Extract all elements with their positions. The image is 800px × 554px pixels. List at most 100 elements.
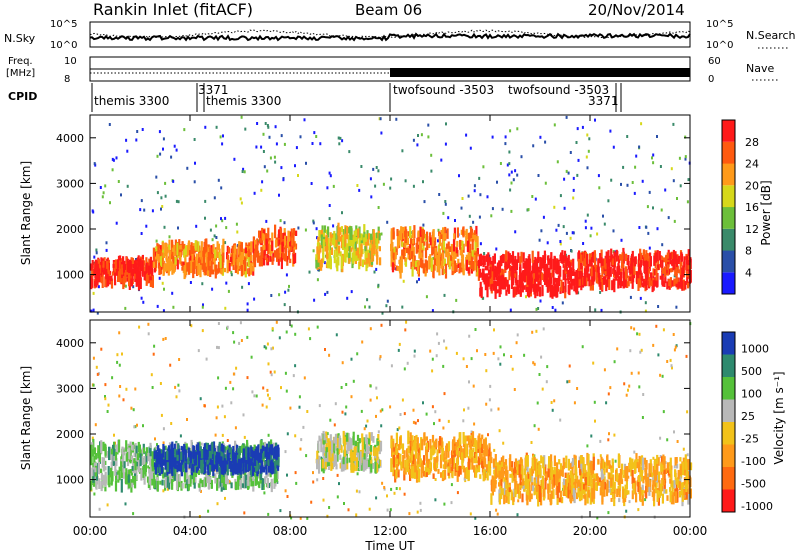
echo-cell: [451, 471, 454, 479]
scatter-cell: [313, 131, 316, 135]
echo-cell: [447, 241, 450, 249]
echo-cell: [560, 255, 563, 261]
echo-cell: [647, 268, 650, 274]
echo-cell: [537, 274, 540, 281]
echo-cell: [205, 471, 208, 482]
echo-cell: [524, 261, 527, 271]
echo-cell: [452, 239, 456, 252]
scatter-cell: [294, 364, 297, 368]
echo-cell: [396, 229, 399, 237]
scatter-cell: [307, 327, 310, 331]
echo-cell: [633, 262, 636, 275]
echo-cell: [455, 447, 459, 455]
scatter-cell: [422, 223, 425, 227]
echo-cell: [439, 454, 443, 469]
echo-cell: [171, 458, 174, 466]
echo-cell: [167, 244, 171, 250]
echo-cell: [138, 459, 141, 473]
scatter-cell: [463, 408, 465, 412]
echo-cell: [482, 268, 485, 283]
echo-cell: [168, 251, 171, 265]
echo-cell: [113, 269, 117, 281]
scatter-cell: [322, 498, 325, 502]
scatter-cell: [336, 495, 339, 499]
echo-cell: [556, 258, 559, 270]
scatter-cell: [554, 308, 557, 312]
echo-cell: [176, 259, 179, 270]
echo-cell: [416, 264, 420, 274]
scatter-cell: [312, 221, 315, 225]
echo-cell: [358, 438, 361, 444]
echo-cell: [130, 268, 133, 276]
scatter-cell: [326, 186, 329, 190]
echo-cell: [588, 259, 591, 267]
scatter-cell: [510, 489, 513, 493]
echo-cell: [114, 451, 118, 461]
echo-cell: [176, 454, 179, 461]
scatter-cell: [562, 225, 565, 229]
echo-cell: [135, 273, 138, 287]
echo-cell: [187, 457, 190, 465]
echo-cell: [591, 251, 595, 262]
echo-cell: [467, 267, 470, 274]
scatter-cell: [203, 404, 206, 408]
echo-cell: [390, 258, 394, 264]
scatter-cell: [447, 419, 450, 423]
echo-cell: [425, 463, 428, 469]
scatter-cell: [496, 180, 498, 184]
echo-cell: [376, 254, 379, 260]
scatter-cell: [594, 308, 597, 312]
scatter-cell: [427, 135, 430, 139]
echo-cell: [539, 269, 542, 279]
scatter-cell: [263, 165, 266, 169]
echo-cell: [442, 451, 445, 462]
scatter-cell: [145, 224, 148, 228]
echo-cell: [567, 278, 570, 284]
echo-cell: [658, 251, 661, 261]
echo-cell: [197, 258, 201, 264]
echo-cell: [157, 244, 160, 254]
echo-cell: [255, 244, 258, 258]
echo-cell: [601, 279, 604, 291]
scatter-cell: [468, 334, 471, 338]
scatter-cell: [610, 178, 613, 182]
scatter-cell: [175, 148, 178, 152]
scatter-cell: [303, 118, 306, 122]
scatter-cell: [380, 424, 383, 428]
echo-cell: [217, 470, 220, 475]
echo-cell: [122, 265, 126, 273]
echo-cell: [425, 472, 428, 477]
echo-cell: [473, 465, 476, 473]
echo-cell: [417, 230, 420, 238]
echo-cell: [468, 253, 471, 261]
scatter-cell: [116, 353, 119, 357]
echo-cell: [107, 466, 110, 479]
echo-cell: [333, 249, 336, 264]
scatter-cell: [273, 370, 276, 374]
echo-cell: [263, 229, 266, 235]
scatter-cell: [216, 502, 219, 506]
echo-cell: [393, 247, 396, 253]
echo-cell: [209, 266, 212, 277]
scatter-cell: [221, 219, 224, 223]
echo-cell: [568, 272, 571, 279]
echo-cell: [115, 444, 118, 453]
scatter-cell: [205, 357, 208, 361]
echo-cell: [97, 458, 100, 471]
echo-cell: [151, 478, 154, 486]
echo-cell: [171, 479, 174, 490]
echo-cell: [187, 240, 191, 254]
echo-cell: [352, 431, 355, 446]
scatter-cell: [260, 145, 263, 149]
scatter-cell: [377, 206, 380, 209]
scatter-cell: [461, 197, 464, 200]
echo-cell: [541, 285, 544, 297]
echo-cell: [486, 285, 489, 298]
echo-cell: [258, 482, 261, 489]
scatter-cell: [465, 365, 468, 368]
scatter-cell: [671, 366, 673, 370]
scatter-cell: [386, 299, 389, 303]
scatter-cell: [132, 408, 135, 412]
echo-cell: [239, 245, 242, 256]
echo-cell: [526, 271, 530, 285]
